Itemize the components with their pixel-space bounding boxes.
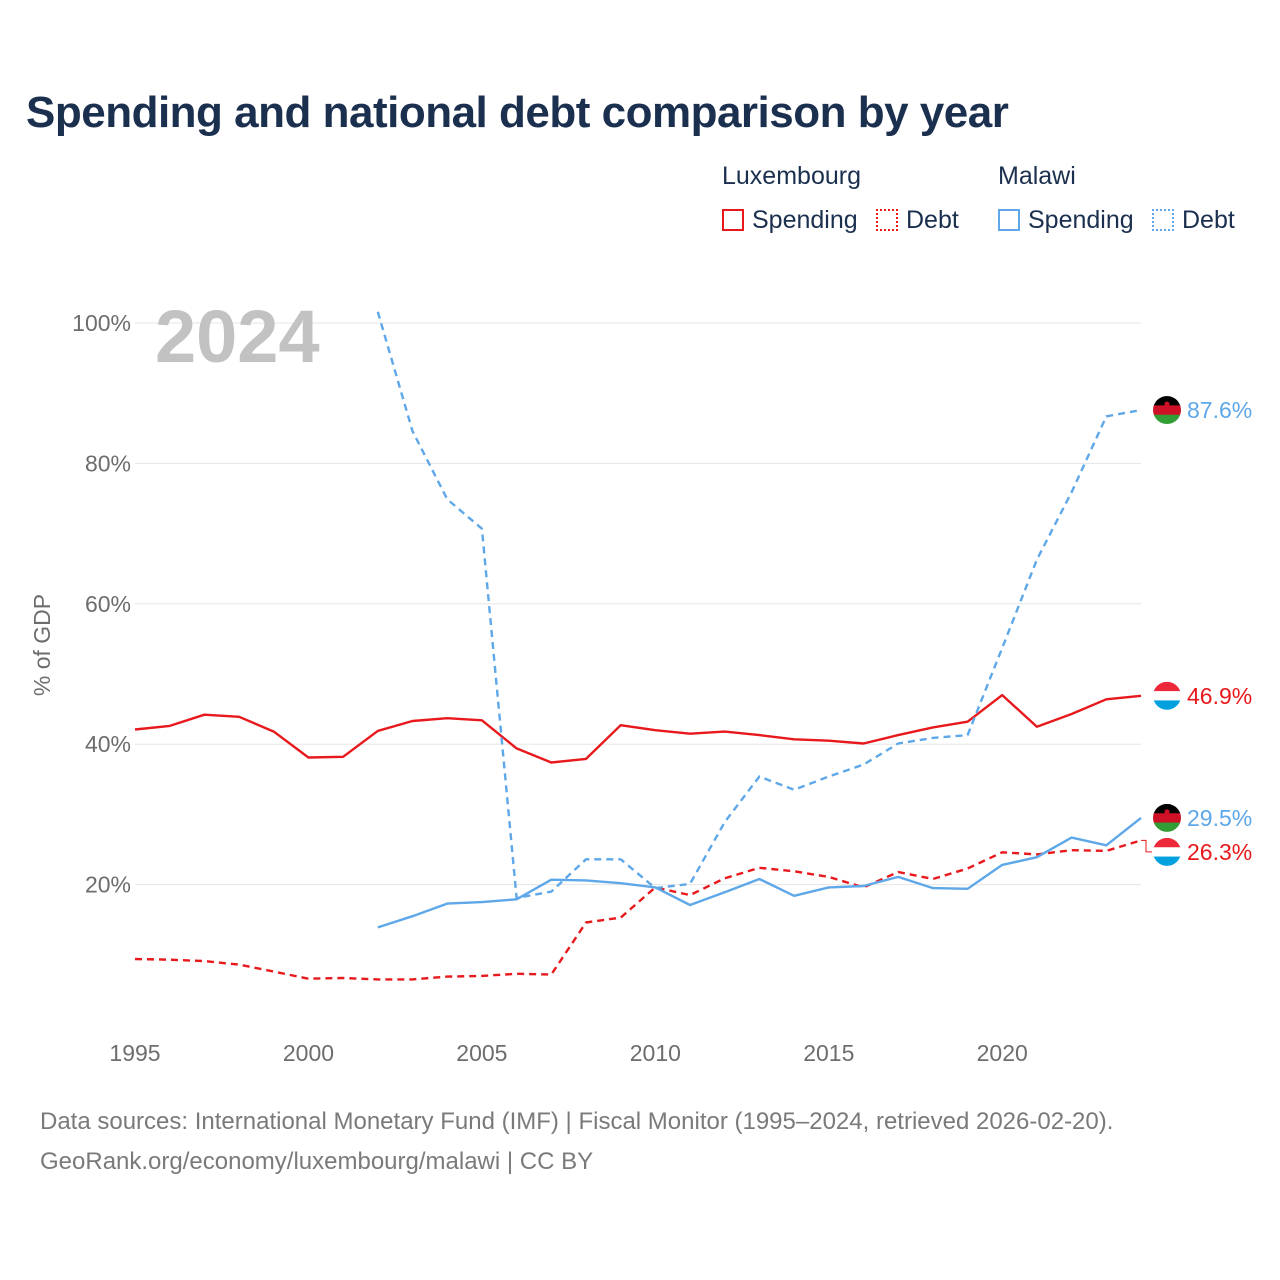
dotted-line-swatch-icon: [876, 209, 898, 231]
series-line-malawi-spending: [377, 816, 1142, 929]
x-tick-label: 1995: [109, 1040, 160, 1066]
year-watermark: 2024: [155, 295, 320, 378]
malawi-flag-icon: [1153, 396, 1181, 425]
chart-title: Spending and national debt comparison by…: [26, 88, 1009, 137]
legend-luxembourg-spending[interactable]: Spending: [722, 204, 858, 236]
legend-luxembourg-debt[interactable]: Debt: [876, 204, 959, 236]
end-value-label: 26.3%: [1187, 839, 1252, 865]
y-tick-label: 20%: [85, 872, 131, 898]
source-link[interactable]: GeoRank.org/economy/luxembourg/malawi | …: [40, 1148, 594, 1175]
series-line-luxembourg-spending: [134, 693, 1142, 764]
y-tick-label: 60%: [85, 591, 131, 617]
y-tick-label: 40%: [85, 731, 131, 757]
legend-country-luxembourg: Luxembourg: [722, 162, 861, 190]
end-value-label: 87.6%: [1187, 397, 1252, 423]
legend-country-malawi: Malawi: [998, 162, 1076, 190]
leader-line: [1141, 839, 1152, 853]
legend-malawi-debt[interactable]: Debt: [1152, 204, 1235, 236]
x-tick-label: 2005: [456, 1040, 507, 1066]
source-line-1: Data sources: International Monetary Fun…: [40, 1108, 1114, 1135]
x-tick-label: 2015: [803, 1040, 854, 1066]
y-tick-label: 80%: [85, 450, 131, 476]
luxembourg-flag-icon: [1141, 837, 1181, 866]
end-value-label: 29.5%: [1187, 805, 1252, 831]
solid-line-swatch-icon: [998, 209, 1020, 231]
series-line-luxembourg-debt: [134, 839, 1142, 981]
series-line-malawi-debt: [376, 311, 1142, 900]
malawi-flag-icon: [1153, 803, 1181, 832]
end-value-label: 46.9%: [1187, 683, 1252, 709]
legend-label: Debt: [1182, 205, 1235, 234]
source-line-2[interactable]: GeoRank.org/economy/luxembourg/malawi | …: [40, 1148, 593, 1176]
x-tick-label: 2000: [283, 1040, 334, 1066]
luxembourg-flag-icon: [1153, 681, 1181, 710]
dotted-line-swatch-icon: [1152, 209, 1174, 231]
x-tick-label: 2010: [630, 1040, 681, 1066]
solid-line-swatch-icon: [722, 209, 744, 231]
legend-label: Debt: [906, 205, 959, 234]
legend-label: Spending: [1028, 205, 1134, 234]
x-tick-label: 2020: [977, 1040, 1028, 1066]
y-tick-label: 100%: [72, 310, 131, 336]
legend-malawi-spending[interactable]: Spending: [998, 204, 1134, 236]
legend-label: Spending: [752, 205, 858, 234]
y-axis-label: % of GDP: [29, 594, 55, 696]
